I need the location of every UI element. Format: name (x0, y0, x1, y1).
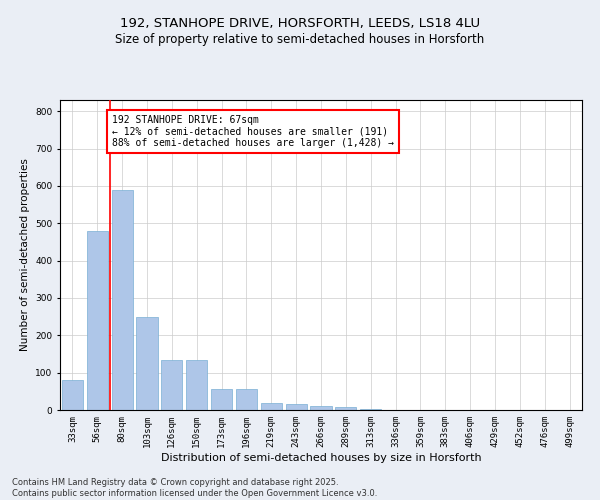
Bar (236, 390, 257, 410)
Bar (261, 402, 282, 410)
Bar (211, 390, 232, 410)
X-axis label: Distribution of semi-detached houses by size in Horsforth: Distribution of semi-detached houses by … (161, 452, 481, 462)
Bar (161, 360, 182, 410)
Bar (335, 407, 356, 410)
Text: Size of property relative to semi-detached houses in Horsforth: Size of property relative to semi-detach… (115, 32, 485, 46)
Text: 192, STANHOPE DRIVE, HORSFORTH, LEEDS, LS18 4LU: 192, STANHOPE DRIVE, HORSFORTH, LEEDS, L… (120, 18, 480, 30)
Bar (186, 360, 207, 410)
Bar (136, 316, 158, 410)
Bar (286, 404, 307, 410)
Bar (112, 190, 133, 410)
Y-axis label: Number of semi-detached properties: Number of semi-detached properties (20, 158, 29, 352)
Bar (310, 406, 332, 410)
Text: Contains HM Land Registry data © Crown copyright and database right 2025.
Contai: Contains HM Land Registry data © Crown c… (12, 478, 377, 498)
Text: 192 STANHOPE DRIVE: 67sqm
← 12% of semi-detached houses are smaller (191)
88% of: 192 STANHOPE DRIVE: 67sqm ← 12% of semi-… (112, 115, 394, 148)
Bar (87, 230, 108, 410)
Bar (62, 380, 83, 410)
